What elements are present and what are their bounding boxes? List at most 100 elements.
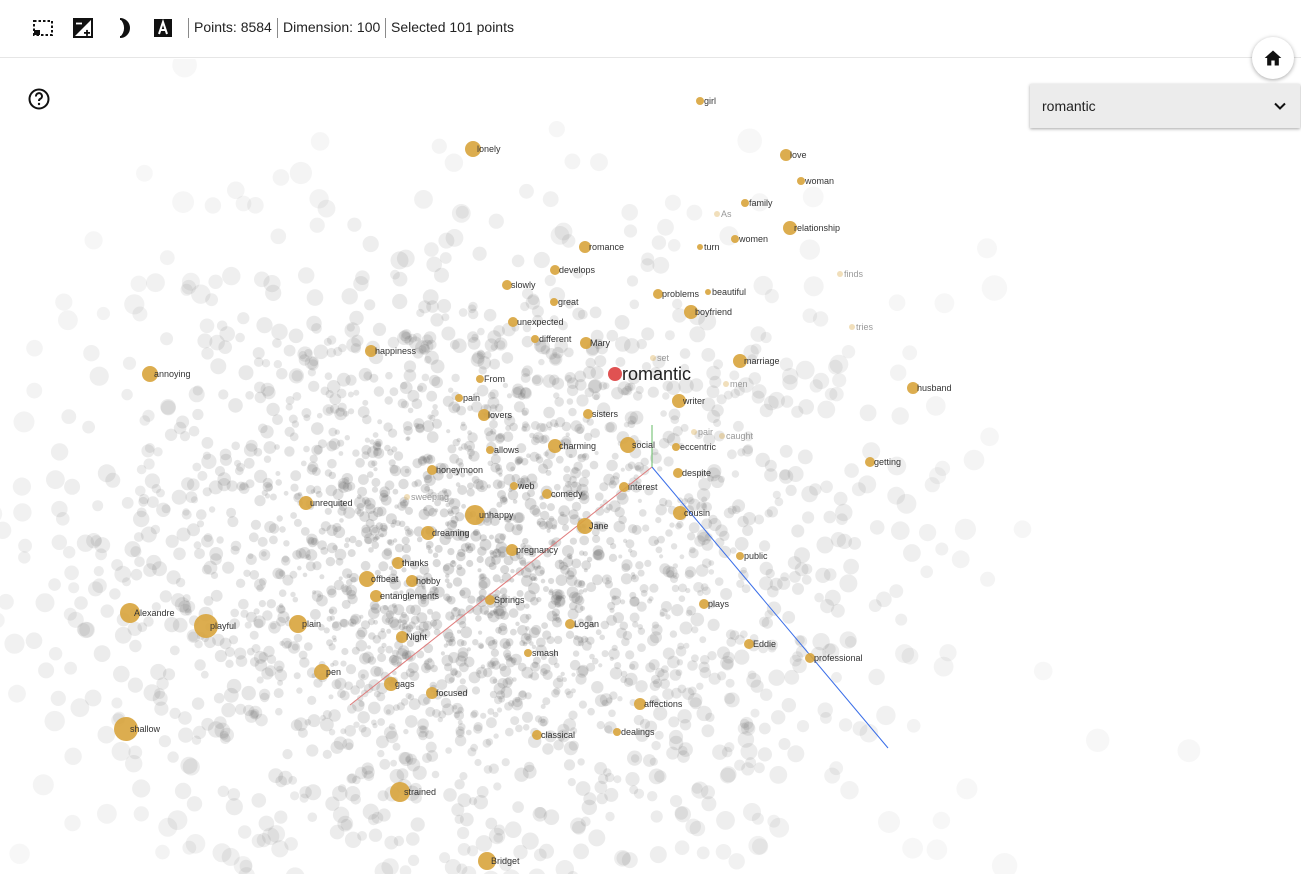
neighbor-point[interactable]: family [741, 198, 773, 208]
neighbor-point[interactable]: professional [805, 653, 863, 663]
neighbor-point[interactable]: Eddie [744, 639, 776, 649]
neighbor-marker[interactable] [120, 603, 140, 623]
neighbor-marker[interactable] [619, 482, 629, 492]
neighbor-point[interactable]: Night [396, 631, 428, 643]
neighbor-point[interactable]: lonely [465, 141, 501, 157]
neighbor-point[interactable]: pregnancy [506, 544, 559, 556]
neighbor-point[interactable]: hobby [406, 575, 441, 587]
neighbor-point[interactable]: set [650, 353, 670, 363]
neighbor-point[interactable]: turn [697, 242, 720, 252]
neighbor-marker[interactable] [194, 614, 218, 638]
neighbor-point[interactable]: shallow [114, 717, 161, 741]
neighbor-marker[interactable] [390, 782, 410, 802]
neighbor-marker[interactable] [142, 366, 158, 382]
neighbor-point[interactable]: Alexandre [120, 603, 175, 623]
neighbor-point[interactable]: interest [619, 482, 658, 492]
neighbor-marker[interactable] [548, 439, 562, 453]
neighbor-point[interactable]: relationship [783, 221, 840, 235]
neighbor-point[interactable]: romance [579, 241, 624, 253]
neighbor-marker[interactable] [506, 544, 518, 556]
neighbor-point[interactable]: woman [797, 176, 834, 186]
neighbor-point[interactable]: smash [524, 648, 559, 658]
neighbor-marker[interactable] [699, 599, 709, 609]
neighbor-marker[interactable] [532, 730, 542, 740]
neighbor-marker[interactable] [542, 489, 552, 499]
neighbor-marker[interactable] [508, 317, 518, 327]
neighbor-marker[interactable] [650, 355, 656, 361]
neighbor-marker[interactable] [486, 446, 494, 454]
neighbor-point[interactable]: tries [849, 322, 874, 332]
neighbor-marker[interactable] [370, 590, 382, 602]
neighbor-marker[interactable] [485, 595, 495, 605]
neighbor-marker[interactable] [634, 698, 646, 710]
neighbor-point[interactable]: As [714, 209, 732, 219]
neighbor-marker[interactable] [565, 619, 575, 629]
neighbor-marker[interactable] [673, 506, 687, 520]
neighbor-marker[interactable] [427, 465, 437, 475]
neighbor-marker[interactable] [849, 324, 855, 330]
neighbor-point[interactable]: Jane [577, 518, 609, 534]
neighbor-point[interactable]: slowly [502, 280, 536, 290]
neighbor-point[interactable]: honeymoon [427, 465, 483, 475]
neighbor-marker[interactable] [455, 394, 463, 402]
toggle-night-mode-button[interactable] [70, 15, 96, 41]
neighbor-point[interactable]: Logan [565, 619, 599, 629]
neighbor-point[interactable]: eccentric [672, 442, 717, 452]
neighbor-point[interactable]: getting [865, 457, 901, 467]
neighbor-point[interactable]: plays [699, 599, 730, 609]
neighbor-marker[interactable] [299, 496, 313, 510]
neighbor-marker[interactable] [719, 433, 725, 439]
focus-point[interactable]: romantic [608, 364, 691, 384]
neighbor-marker[interactable] [620, 437, 636, 453]
toggle-labels-button[interactable] [150, 15, 176, 41]
neighbor-marker[interactable] [579, 241, 591, 253]
neighbor-point[interactable]: problems [653, 289, 700, 299]
neighbor-point[interactable]: pen [314, 664, 341, 680]
neighbor-marker[interactable] [404, 494, 410, 500]
neighbor-marker[interactable] [289, 615, 307, 633]
select-region-button[interactable] [30, 15, 56, 41]
neighbor-marker[interactable] [478, 852, 496, 870]
neighbor-point[interactable]: allows [486, 445, 520, 455]
neighbor-point[interactable]: girl [696, 96, 716, 106]
neighbor-point[interactable]: Mary [580, 337, 610, 349]
neighbor-marker[interactable] [733, 354, 747, 368]
neighbor-point[interactable]: dealings [613, 727, 655, 737]
neighbor-point[interactable]: Springs [485, 595, 525, 605]
neighbor-marker[interactable] [426, 687, 438, 699]
neighbor-marker[interactable] [421, 526, 435, 540]
neighbor-marker[interactable] [406, 575, 418, 587]
theme-button[interactable] [110, 15, 136, 41]
neighbor-marker[interactable] [837, 271, 843, 277]
neighbor-marker[interactable] [384, 677, 398, 691]
neighbor-point[interactable]: pain [455, 393, 480, 403]
neighbor-marker[interactable] [673, 468, 683, 478]
neighbor-point[interactable]: strained [390, 782, 436, 802]
neighbor-point[interactable]: affections [634, 698, 683, 710]
neighbor-point[interactable]: entanglements [370, 590, 440, 602]
neighbor-marker[interactable] [697, 244, 703, 250]
neighbor-marker[interactable] [691, 429, 697, 435]
neighbor-marker[interactable] [580, 337, 592, 349]
neighbor-point[interactable]: classical [532, 730, 575, 740]
neighbor-marker[interactable] [672, 394, 686, 408]
neighbor-marker[interactable] [723, 381, 729, 387]
neighbor-point[interactable]: sweeping [404, 492, 449, 502]
neighbor-point[interactable]: develops [550, 265, 596, 275]
neighbor-marker[interactable] [780, 149, 792, 161]
neighbor-point[interactable]: unrequited [299, 496, 353, 510]
neighbor-marker[interactable] [583, 409, 593, 419]
neighbor-point[interactable]: web [510, 481, 535, 491]
neighbor-point[interactable]: dreaming [421, 526, 470, 540]
neighbor-point[interactable]: unexpected [508, 317, 564, 327]
neighbor-point[interactable]: husband [907, 382, 952, 394]
neighbor-marker[interactable] [476, 375, 484, 383]
focus-marker[interactable] [608, 367, 622, 381]
neighbor-point[interactable]: happiness [365, 345, 417, 357]
neighbor-point[interactable]: pair [691, 427, 713, 437]
neighbor-point[interactable]: boyfriend [684, 305, 732, 319]
neighbor-marker[interactable] [365, 345, 377, 357]
embedding-scatter-plot[interactable]: girllonelylovewomanfamilyAsrelationshipw… [0, 59, 1301, 874]
neighbor-point[interactable]: public [736, 551, 768, 561]
neighbor-marker[interactable] [613, 728, 621, 736]
